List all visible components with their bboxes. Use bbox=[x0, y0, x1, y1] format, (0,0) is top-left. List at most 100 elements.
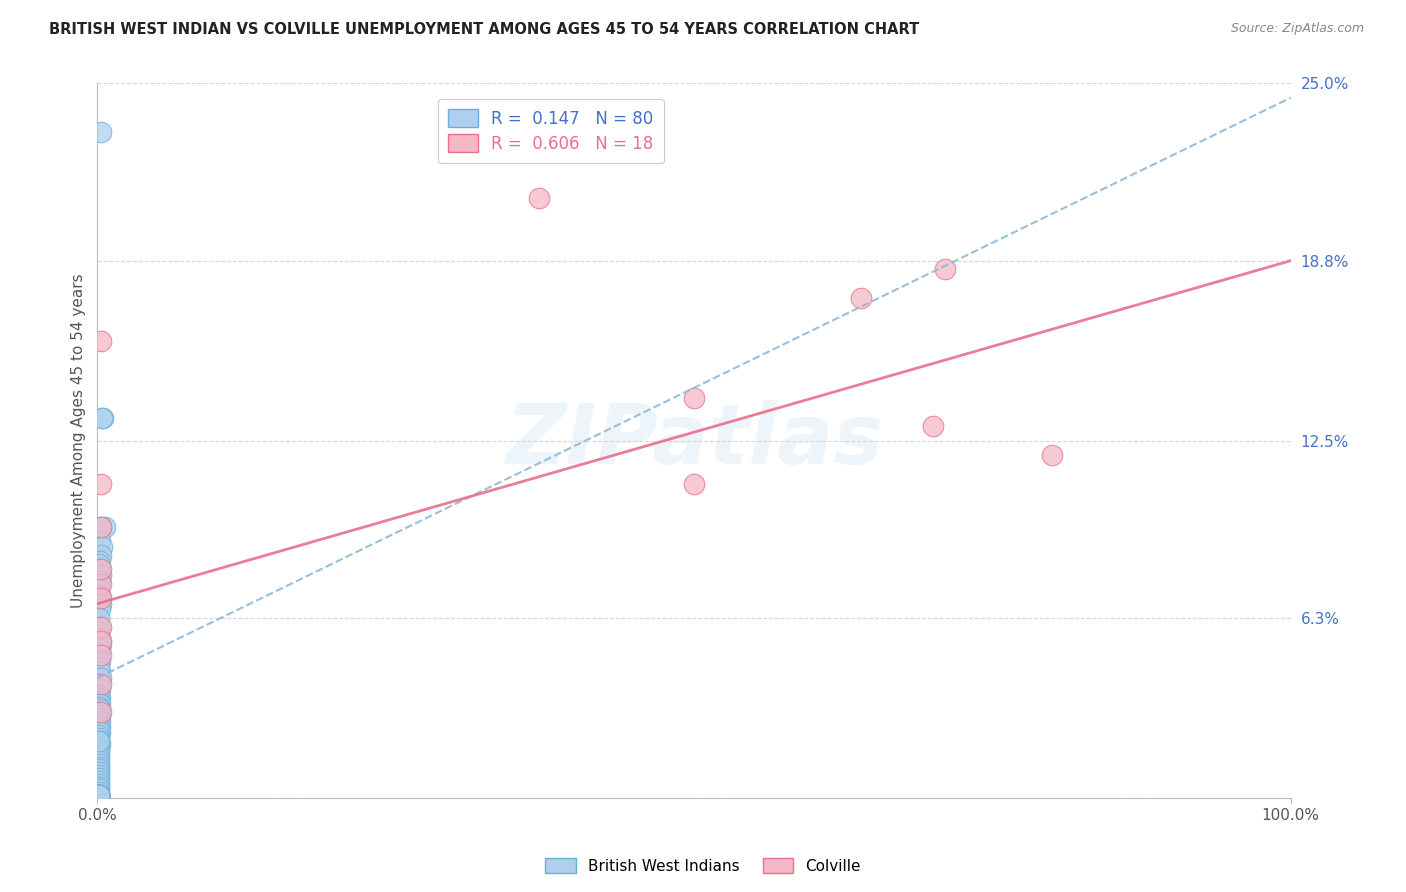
Point bbox=[89, 631, 111, 645]
Point bbox=[87, 699, 110, 714]
Point bbox=[90, 671, 112, 685]
Point bbox=[87, 731, 110, 745]
Point bbox=[87, 734, 110, 748]
Point bbox=[89, 574, 111, 588]
Point bbox=[90, 619, 112, 633]
Point bbox=[90, 519, 112, 533]
Point bbox=[87, 625, 110, 640]
Point bbox=[90, 548, 112, 562]
Point bbox=[87, 788, 110, 802]
Point bbox=[87, 711, 110, 725]
Point bbox=[89, 708, 111, 723]
Point bbox=[87, 788, 110, 802]
Point bbox=[934, 262, 956, 277]
Point bbox=[87, 768, 110, 782]
Point bbox=[90, 576, 112, 591]
Point bbox=[90, 519, 112, 533]
Point bbox=[683, 391, 706, 405]
Point bbox=[89, 702, 111, 716]
Point bbox=[91, 410, 114, 425]
Point bbox=[89, 562, 111, 576]
Point bbox=[87, 788, 110, 802]
Point bbox=[87, 739, 110, 754]
Legend: R =  0.147   N = 80, R =  0.606   N = 18: R = 0.147 N = 80, R = 0.606 N = 18 bbox=[439, 99, 664, 163]
Point bbox=[89, 619, 111, 633]
Point bbox=[87, 557, 110, 571]
Point bbox=[87, 777, 110, 791]
Point bbox=[87, 788, 110, 802]
Point bbox=[87, 582, 110, 597]
Point bbox=[90, 677, 112, 691]
Legend: British West Indians, Colville: British West Indians, Colville bbox=[538, 852, 868, 880]
Point bbox=[87, 723, 110, 737]
Point bbox=[89, 714, 111, 728]
Point bbox=[89, 665, 111, 680]
Y-axis label: Unemployment Among Ages 45 to 54 years: Unemployment Among Ages 45 to 54 years bbox=[72, 274, 86, 608]
Text: Source: ZipAtlas.com: Source: ZipAtlas.com bbox=[1230, 22, 1364, 36]
Point bbox=[87, 694, 110, 708]
Point bbox=[90, 562, 112, 576]
Point bbox=[87, 716, 110, 731]
Point bbox=[527, 191, 550, 205]
Point bbox=[90, 706, 112, 720]
Point bbox=[93, 519, 115, 533]
Point bbox=[87, 788, 110, 802]
Point bbox=[87, 756, 110, 771]
Point bbox=[90, 591, 112, 605]
Point bbox=[90, 334, 112, 348]
Point bbox=[90, 597, 112, 611]
Point bbox=[89, 654, 111, 668]
Point bbox=[89, 725, 111, 739]
Point bbox=[87, 659, 110, 673]
Point bbox=[89, 720, 111, 734]
Point bbox=[87, 748, 110, 763]
Point bbox=[87, 677, 110, 691]
Point bbox=[87, 780, 110, 794]
Point bbox=[87, 788, 110, 802]
Point bbox=[87, 763, 110, 777]
Point bbox=[87, 788, 110, 802]
Point bbox=[683, 476, 706, 491]
Point bbox=[87, 788, 110, 802]
Point bbox=[87, 785, 110, 799]
Point bbox=[87, 771, 110, 785]
Point bbox=[87, 788, 110, 802]
Point bbox=[87, 782, 110, 797]
Point bbox=[87, 728, 110, 742]
Point bbox=[87, 788, 110, 802]
Point bbox=[87, 765, 110, 780]
Point bbox=[89, 533, 111, 548]
Point bbox=[89, 588, 111, 602]
Point bbox=[87, 745, 110, 759]
Point bbox=[91, 410, 114, 425]
Point bbox=[90, 648, 112, 662]
Point bbox=[87, 648, 110, 662]
Point bbox=[90, 568, 112, 582]
Point bbox=[87, 759, 110, 773]
Text: ZIPatlas: ZIPatlas bbox=[505, 401, 883, 482]
Point bbox=[1040, 448, 1063, 462]
Point bbox=[89, 691, 111, 706]
Point bbox=[89, 682, 111, 697]
Point bbox=[89, 642, 111, 657]
Point bbox=[849, 291, 872, 305]
Point bbox=[921, 419, 943, 434]
Point bbox=[87, 773, 110, 788]
Point bbox=[90, 125, 112, 139]
Point bbox=[87, 754, 110, 768]
Point bbox=[91, 540, 114, 554]
Point bbox=[89, 737, 111, 751]
Point bbox=[87, 788, 110, 802]
Point bbox=[89, 602, 111, 616]
Point bbox=[87, 742, 110, 756]
Point bbox=[87, 734, 110, 748]
Point bbox=[87, 788, 110, 802]
Point bbox=[87, 788, 110, 802]
Point bbox=[87, 706, 110, 720]
Point bbox=[87, 611, 110, 625]
Point bbox=[90, 637, 112, 651]
Point bbox=[90, 476, 112, 491]
Text: BRITISH WEST INDIAN VS COLVILLE UNEMPLOYMENT AMONG AGES 45 TO 54 YEARS CORRELATI: BRITISH WEST INDIAN VS COLVILLE UNEMPLOY… bbox=[49, 22, 920, 37]
Point bbox=[89, 697, 111, 711]
Point bbox=[87, 788, 110, 802]
